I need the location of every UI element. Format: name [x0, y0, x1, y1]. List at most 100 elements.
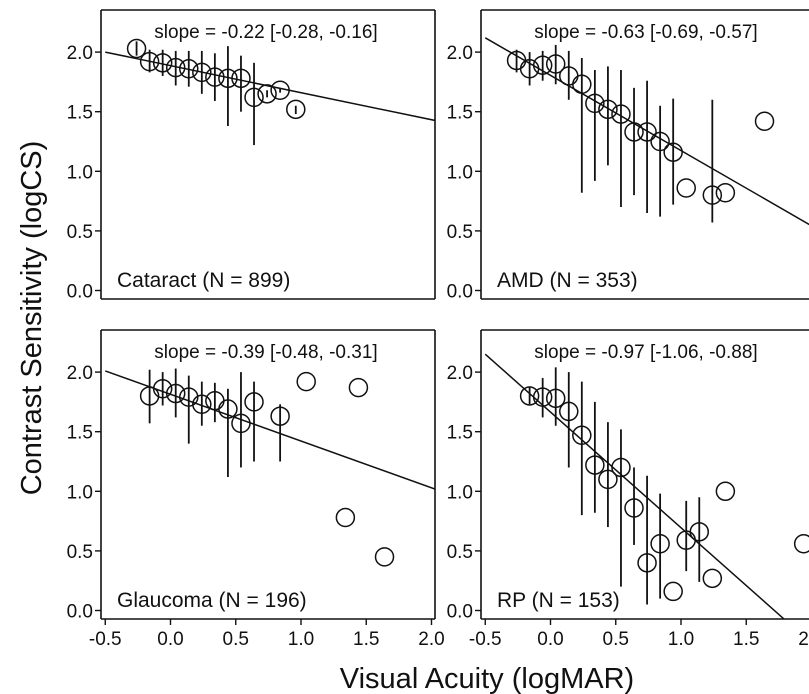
- slope-annotation: slope = -0.97 [-1.06, -0.88]: [534, 342, 757, 363]
- panel-frame: [480, 329, 809, 620]
- plot-area: [104, 368, 435, 567]
- plot-area: [105, 38, 435, 146]
- data-point: [637, 122, 657, 142]
- y-tick-label: 1.5: [67, 423, 93, 444]
- y-tick-label: 0.0: [67, 282, 93, 303]
- y-tick-label: 0.5: [447, 542, 473, 563]
- data-point: [572, 425, 592, 446]
- data-point: [624, 498, 644, 518]
- y-tick-label: 0.0: [447, 282, 473, 303]
- data-point: [165, 383, 186, 404]
- x-tick-label: 2.0: [418, 629, 444, 650]
- x-tick-label: 1.5: [353, 629, 379, 650]
- data-point: [572, 74, 592, 95]
- y-tick-label: 0.5: [67, 542, 93, 563]
- y-tick-label: 1.5: [447, 423, 473, 444]
- panel-3: 0.0 0.5 1.0 1.5 2.0 -0.5 0.0 0.5 1.0 1.5 2.0 slope …: [67, 329, 445, 650]
- data-point: [624, 122, 644, 142]
- x-tick-label: 0.5: [223, 629, 249, 650]
- panels: 0.0 0.5 1.0 1.5 2.0 slope = -0.22 [-0.28, -0.…: [67, 9, 809, 650]
- data-point: [296, 371, 316, 392]
- data-point: [715, 183, 736, 203]
- data-point: [270, 80, 290, 100]
- data-point: [257, 84, 277, 104]
- data-point: [637, 553, 657, 573]
- data-point: [152, 53, 173, 73]
- y-tick-label: 0.5: [67, 222, 93, 243]
- data-point: [244, 87, 264, 108]
- x-tick-label: 0.5: [603, 629, 629, 650]
- regression-line: [105, 51, 435, 122]
- slope-annotation: slope = -0.39 [-0.48, -0.31]: [154, 342, 377, 363]
- data-point: [152, 379, 173, 399]
- data-point: [519, 59, 540, 79]
- data-point: [192, 62, 212, 83]
- data-point: [532, 387, 553, 407]
- panel-frame: [100, 9, 436, 300]
- x-tick-label: -0.5: [469, 629, 502, 650]
- data-point: [611, 457, 631, 478]
- data-point: [139, 51, 160, 72]
- y-tick-label: 0.5: [447, 222, 473, 243]
- panel-4: 0.0 0.5 1.0 1.5 2.0 -0.5 0.0 0.5 1.0 1.5 2.0 slope …: [447, 329, 809, 650]
- data-point: [231, 413, 251, 434]
- data-point: [663, 142, 683, 162]
- panel-1: 0.0 0.5 1.0 1.5 2.0 slope = -0.22 [-0.28, -0.…: [67, 9, 436, 303]
- data-point: [702, 568, 723, 589]
- y-tick-label: 0.0: [67, 602, 93, 623]
- data-point: [702, 185, 723, 205]
- panel-frame: [100, 329, 436, 620]
- data-point: [179, 387, 199, 407]
- data-point: [676, 178, 696, 198]
- y-axis-title: Contrast Sensitivity (logCS): [16, 141, 48, 496]
- data-point: [218, 399, 238, 419]
- y-tick-label: 2.0: [67, 363, 93, 384]
- data-point: [793, 534, 809, 554]
- x-tick-label: 0.0: [157, 629, 183, 650]
- y-tick-label: 1.0: [67, 162, 93, 183]
- panel-label: Glaucoma (N = 196): [117, 589, 307, 612]
- data-point: [374, 547, 395, 567]
- data-point: [559, 401, 579, 422]
- data-point: [585, 93, 605, 114]
- x-tick-label: 1.0: [668, 629, 694, 650]
- panel-label: AMD (N = 353): [497, 269, 638, 292]
- data-point: [754, 111, 775, 131]
- data-point: [663, 581, 683, 602]
- panel-label: Cataract (N = 899): [117, 269, 290, 292]
- x-tick-label: 0.0: [537, 629, 563, 650]
- data-point: [598, 469, 618, 490]
- regression-line: [484, 353, 786, 619]
- data-point: [585, 455, 605, 475]
- y-tick-label: 0.0: [447, 602, 473, 623]
- data-point: [519, 386, 540, 406]
- y-tick-label: 1.5: [67, 103, 93, 124]
- data-point: [244, 392, 264, 412]
- data-point: [598, 99, 618, 120]
- data-point: [218, 68, 238, 89]
- data-point: [179, 59, 199, 79]
- data-point: [545, 388, 566, 409]
- data-point: [286, 99, 306, 120]
- data-point: [205, 67, 225, 87]
- y-tick-label: 1.0: [447, 162, 473, 183]
- data-point: [650, 131, 670, 152]
- data-point: [165, 57, 186, 78]
- x-tick-label: 1.0: [288, 629, 314, 650]
- panel-label: RP (N = 153): [497, 589, 620, 612]
- data-point: [689, 522, 710, 542]
- data-point: [335, 507, 356, 528]
- y-tick-label: 2.0: [447, 363, 473, 384]
- x-axis-title: Visual Acuity (logMAR): [340, 663, 634, 694]
- data-point: [650, 533, 670, 554]
- y-tick-label: 1.0: [67, 482, 93, 503]
- y-tick-label: 1.0: [447, 482, 473, 503]
- plot-area: [484, 353, 809, 619]
- panel-2: 0.0 0.5 1.0 1.5 2.0 slope = -0.63 [-0.69, -0.…: [447, 9, 809, 303]
- y-tick-label: 2.0: [67, 43, 93, 64]
- slope-annotation: slope = -0.63 [-0.69, -0.57]: [534, 22, 757, 43]
- plot-area: [484, 37, 809, 226]
- data-point: [139, 386, 160, 406]
- x-tick-label: 2.0: [798, 629, 809, 650]
